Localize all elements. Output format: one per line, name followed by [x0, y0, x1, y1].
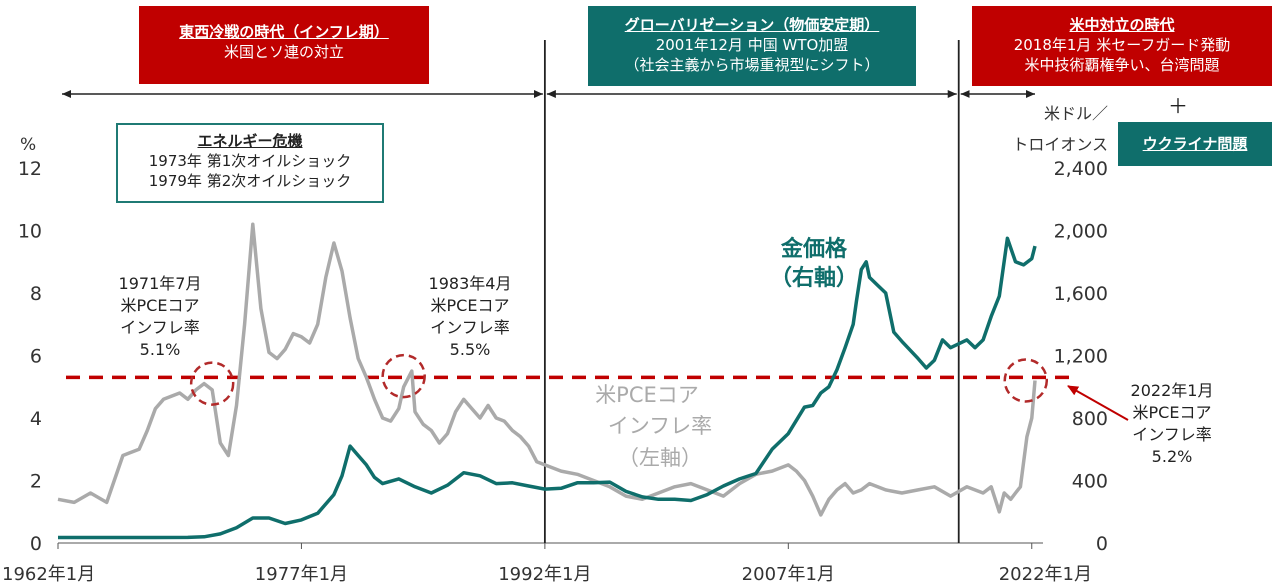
energy-line: 1979年 第2次オイルショック	[148, 172, 352, 190]
right-tick-label: 1,200	[1054, 346, 1108, 368]
x-tick-label: 2007年1月	[742, 564, 835, 585]
left-tick-label: 12	[18, 158, 42, 180]
left-tick-label: 2	[30, 471, 42, 493]
period-title: 東西冷戦の時代（インフレ期）	[179, 23, 389, 41]
right-tick-label: 2,400	[1054, 158, 1108, 180]
annotation-text: 米PCEコア	[121, 296, 200, 315]
annotation-text: 5.5%	[450, 340, 491, 359]
annotation-arrow	[1067, 385, 1129, 421]
annotation-text: 1971年7月	[119, 274, 202, 293]
left-tick-label: 4	[30, 408, 42, 430]
right-tick-label: 2,000	[1054, 221, 1108, 243]
period-line: （社会主義から市場重視型にシフト）	[624, 56, 880, 74]
series-layer	[57, 222, 1129, 540]
x-tick-label: 2022年1月	[999, 564, 1092, 585]
pce-series-label: インフレ率	[608, 414, 712, 438]
period-line: 2001年12月 中国 WTO加盟	[655, 36, 849, 54]
pce-series-label: 米PCEコア	[595, 383, 699, 407]
period-line: 米中技術覇権争い、台湾問題	[1024, 56, 1220, 74]
energy-line: 1973年 第1次オイルショック	[148, 152, 352, 170]
gold-series-label: （右軸）	[770, 265, 858, 291]
period-line: 米国とソ連の対立	[223, 43, 344, 61]
right-tick-label: 0	[1096, 533, 1108, 555]
period-box-cold-war: 東西冷戦の時代（インフレ期） 米国とソ連の対立	[139, 6, 429, 84]
annotation-text: 米PCEコア	[431, 296, 510, 315]
left-tick-label: 8	[30, 283, 42, 305]
annotation-text: 2022年1月	[1131, 381, 1214, 400]
right-tick-label: 800	[1072, 408, 1108, 430]
right-tick-label: 400	[1072, 471, 1108, 493]
left-tick-label: 10	[18, 221, 42, 243]
right-axis-label: 米ドル／	[1044, 104, 1108, 123]
highlight-circle	[1003, 358, 1049, 403]
x-tick-label: 1992年1月	[498, 564, 591, 585]
highlight-circle	[381, 353, 426, 399]
annotation-text: インフレ率	[120, 318, 200, 337]
ukraine-title: ウクライナ問題	[1142, 135, 1248, 153]
left-tick-label: 6	[30, 346, 42, 368]
period-box-globalization: グローバリゼーション（物価安定期） 2001年12月 中国 WTO加盟 （社会主…	[588, 6, 916, 86]
period-title: グローバリゼーション（物価安定期）	[624, 16, 880, 34]
chart-text-layer: 0 2 4 6 8 10 12% 0 400 800 1,200 1,600 2,000 2,400 米ドル…	[2, 104, 1213, 585]
pce-series-label: （左軸）	[618, 446, 702, 470]
chart-frame	[57, 40, 1078, 549]
period-title: 米中対立の時代	[1069, 16, 1175, 34]
annotation-text: 1983年4月	[429, 274, 512, 293]
annotation-text: 5.2%	[1152, 447, 1193, 466]
ukraine-box: ウクライナ問題	[1118, 122, 1272, 166]
energy-title: エネルギー危機	[197, 132, 303, 150]
annotation-text: 5.1%	[140, 340, 181, 359]
right-tick-label: 1,600	[1054, 283, 1108, 305]
annotation-text: 米PCEコア	[1133, 403, 1212, 422]
annotation-text: インフレ率	[1132, 425, 1212, 444]
pce-core-inflation-line	[57, 222, 1037, 517]
annotation-text: インフレ率	[430, 318, 510, 337]
left-axis-label: %	[20, 135, 36, 155]
gold-price-line	[58, 236, 1037, 540]
energy-crisis-box: エネルギー危機 1973年 第1次オイルショック 1979年 第2次オイルショッ…	[116, 123, 384, 203]
x-tick-label: 1977年1月	[255, 564, 348, 585]
plus-sign: ＋	[1168, 94, 1188, 118]
right-axis-label: トロイオンス	[1012, 135, 1108, 154]
left-tick-label: 0	[30, 533, 42, 555]
period-line: 2018年1月 米セーフガード発動	[1013, 36, 1231, 54]
highlight-circle	[189, 361, 235, 406]
period-box-us-china: 米中対立の時代 2018年1月 米セーフガード発動 米中技術覇権争い、台湾問題	[972, 6, 1272, 86]
x-tick-label: 1962年1月	[2, 564, 95, 585]
gold-series-label: 金価格	[780, 236, 848, 262]
